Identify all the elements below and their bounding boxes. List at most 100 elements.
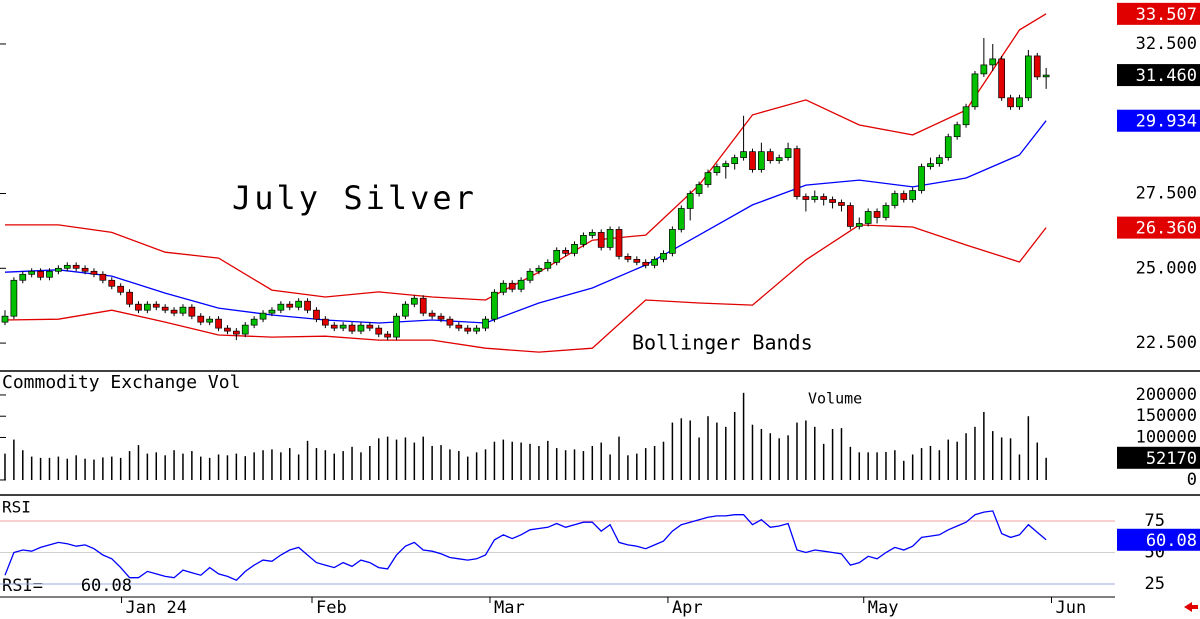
candle-body — [295, 300, 302, 308]
x-tick-label: May — [868, 598, 899, 618]
candle-body — [144, 303, 151, 311]
candle-body — [330, 324, 338, 329]
y-tick-label: 100000 — [1136, 427, 1197, 447]
bollinger-lower — [4, 224, 1047, 353]
candle-body — [1, 315, 9, 323]
last-volume-label-box — [1117, 446, 1200, 469]
candle-body — [864, 211, 872, 224]
candle-body — [1025, 55, 1032, 99]
candle-body — [624, 255, 632, 260]
candle-body — [1016, 97, 1023, 108]
candle-body — [250, 318, 258, 326]
candle-body — [775, 157, 783, 161]
candle-body — [651, 258, 658, 266]
candle-body — [980, 64, 988, 75]
candle-body — [179, 306, 187, 314]
candle-body — [562, 250, 569, 254]
candle-body — [615, 229, 623, 257]
candle-body — [713, 166, 721, 173]
y-tick-label: 27.500 — [1136, 184, 1197, 204]
candle-body — [802, 196, 810, 200]
candle-body — [998, 58, 1006, 99]
candle-body — [482, 318, 489, 329]
candle-body — [758, 151, 765, 170]
candle-body — [46, 270, 53, 278]
candle-body — [446, 318, 454, 326]
candle-body — [224, 327, 231, 332]
candle-body — [722, 163, 730, 167]
candle-body — [793, 148, 801, 197]
candle-body — [81, 267, 89, 272]
last-price-label-box — [1117, 64, 1200, 87]
panel-title: Commodity Exchange Vol — [2, 372, 240, 393]
candle-body — [410, 297, 418, 305]
candle-body — [473, 327, 480, 332]
candle-body — [535, 267, 543, 272]
candle-body — [749, 151, 756, 170]
band-label-box — [1117, 216, 1200, 239]
candle-body — [508, 282, 516, 290]
candle-body — [669, 229, 676, 254]
candle-body — [677, 208, 685, 230]
chart-title: July Silver — [232, 179, 477, 217]
candle-body — [126, 291, 133, 305]
candle-body — [428, 312, 436, 317]
candle-body — [927, 163, 934, 167]
candle-body — [170, 309, 178, 314]
candle-body — [268, 309, 276, 314]
candle-body — [873, 211, 881, 218]
candle-body — [606, 229, 614, 248]
candle-body — [348, 324, 356, 332]
candle-body — [188, 306, 196, 317]
candle-body — [63, 264, 71, 269]
band-label: 29.934 — [1136, 112, 1197, 132]
candle-body — [321, 318, 329, 326]
candle-body — [1042, 74, 1050, 78]
x-tick-label: Apr — [672, 598, 703, 618]
candle-body — [161, 306, 169, 311]
candle-body — [580, 235, 587, 245]
band-label-box — [1117, 109, 1200, 132]
candle-body — [437, 315, 445, 320]
rsi-line — [4, 510, 1047, 581]
candle-body — [838, 202, 845, 206]
x-tick-label: Jun — [1055, 598, 1086, 618]
y-tick-label: 25.000 — [1136, 258, 1197, 278]
candle-body — [402, 303, 409, 317]
candle-body — [544, 261, 552, 269]
candle-body — [241, 324, 249, 335]
candle-body — [117, 285, 125, 293]
candle-body — [731, 157, 739, 164]
candle-body — [909, 190, 917, 200]
candle-body — [526, 270, 534, 281]
candle-body — [1007, 97, 1014, 108]
candle-body — [695, 184, 703, 194]
candle-body — [99, 273, 107, 281]
candle-body — [499, 282, 507, 293]
candle-body — [135, 303, 142, 311]
candle-body — [215, 318, 222, 329]
candle-body — [233, 330, 240, 335]
band-label: 26.360 — [1136, 219, 1197, 239]
candle-body — [766, 151, 774, 161]
candle-body — [259, 312, 267, 320]
candle-body — [152, 303, 160, 308]
candle-body — [491, 291, 498, 320]
candle-body — [642, 261, 650, 266]
candle-body — [286, 303, 294, 308]
scroll-arrow[interactable] — [1184, 602, 1198, 612]
candle-body — [660, 252, 667, 260]
band-label-box — [1117, 2, 1200, 25]
candle-body — [953, 124, 961, 138]
candle-body — [72, 264, 80, 269]
candle-body — [633, 258, 641, 263]
bollinger-middle — [4, 120, 1047, 324]
rsi-readout-value: 60.08 — [81, 576, 132, 596]
candle-body — [571, 244, 578, 254]
last-volume-label: 52170 — [1146, 449, 1197, 469]
candle-body — [588, 232, 596, 236]
y-tick-label: 32.500 — [1136, 34, 1197, 54]
candle-body — [366, 324, 374, 329]
